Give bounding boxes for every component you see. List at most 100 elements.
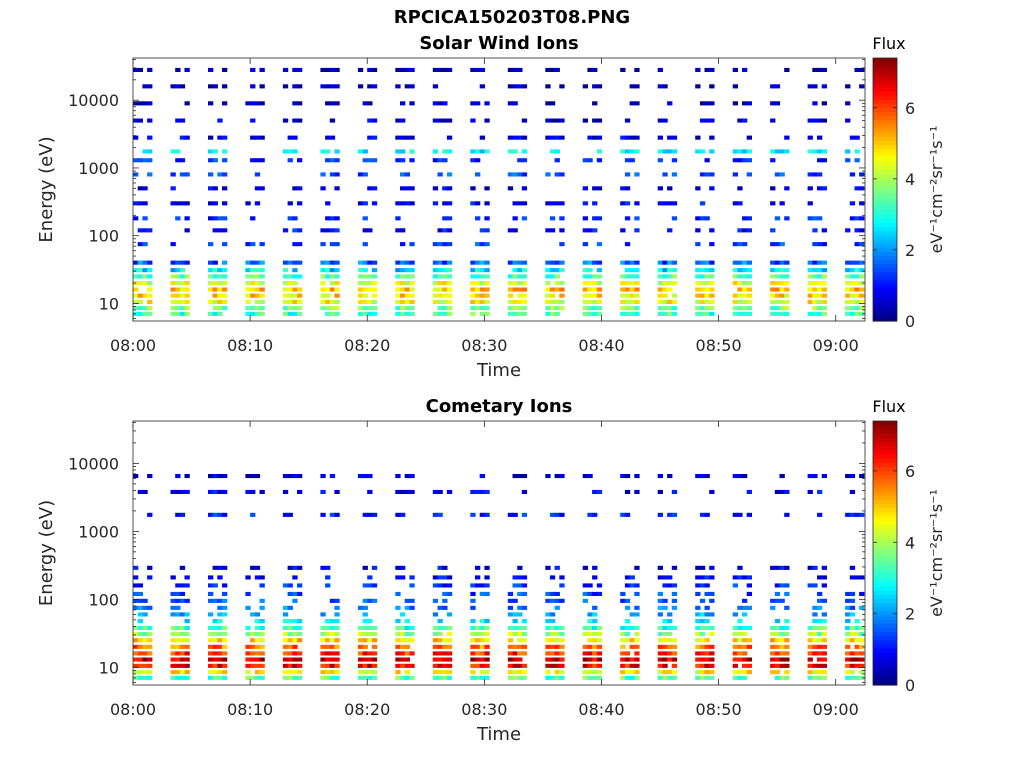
- flux-cell: [442, 657, 448, 662]
- flux-cell: [329, 657, 336, 662]
- flux-cell: [250, 268, 256, 273]
- flux-cell: [517, 657, 523, 662]
- flux-cell: [554, 118, 560, 123]
- flux-cell: [297, 625, 303, 630]
- flux-cell: [596, 84, 603, 89]
- flux-cell: [507, 663, 514, 668]
- colorbar-step: [873, 594, 897, 599]
- flux-cell: [404, 605, 410, 610]
- flux-cell: [371, 268, 378, 273]
- flux-cell: [521, 575, 528, 580]
- flux-cell: [400, 612, 406, 617]
- flux-cell: [357, 281, 364, 286]
- flux-cell: [817, 260, 823, 265]
- flux-cell: [737, 675, 743, 680]
- flux-cell: [807, 293, 813, 298]
- flux-cell: [212, 644, 218, 649]
- flux-cell: [812, 670, 818, 675]
- flux-cell: [329, 287, 336, 292]
- flux-cell: [667, 657, 673, 662]
- flux-cell: [432, 242, 439, 247]
- flux-cell: [175, 260, 181, 265]
- flux-cell: [859, 84, 865, 89]
- flux-cell: [292, 216, 298, 221]
- flux-cell: [821, 644, 827, 649]
- flux-cell: [297, 118, 303, 123]
- flux-cell: [470, 293, 476, 298]
- flux-cell: [667, 474, 673, 479]
- flux-cell: [222, 135, 228, 140]
- flux-cell: [821, 675, 827, 680]
- flux-cell: [859, 268, 865, 273]
- flux-cell: [587, 625, 593, 630]
- flux-cell: [367, 638, 373, 643]
- flux-cell: [774, 625, 781, 630]
- flux-cell: [334, 619, 340, 624]
- flux-cell: [699, 565, 706, 570]
- flux-cell: [217, 612, 223, 617]
- flux-cell: [133, 67, 139, 72]
- flux-cell: [624, 172, 631, 177]
- flux-cell: [329, 644, 336, 649]
- flux-cell: [329, 118, 336, 123]
- flux-cell: [582, 274, 588, 279]
- flux-cell: [737, 260, 743, 265]
- flux-cell: [695, 287, 701, 292]
- flux-cell: [259, 651, 265, 656]
- flux-cell: [704, 651, 710, 656]
- flux-cell: [770, 625, 776, 630]
- flux-cell: [208, 675, 214, 680]
- flux-cell: [400, 101, 406, 106]
- flux-cell: [287, 651, 293, 656]
- flux-cell: [212, 474, 218, 479]
- flux-cell: [282, 638, 289, 643]
- flux-cell: [442, 149, 448, 154]
- flux-cell: [367, 287, 373, 292]
- flux-cell: [699, 583, 706, 588]
- flux-cell: [400, 287, 406, 292]
- colorbar-step: [873, 647, 897, 653]
- flux-cell: [845, 268, 851, 273]
- flux-cell: [470, 619, 476, 624]
- flux-cell: [142, 605, 148, 610]
- flux-cell: [329, 619, 336, 624]
- flux-cell: [437, 311, 443, 316]
- flux-cell: [133, 274, 139, 279]
- flux-cell: [812, 583, 818, 588]
- flux-cell: [484, 670, 490, 675]
- flux-cell: [395, 67, 401, 72]
- flux-cell: [545, 135, 551, 140]
- flux-cell: [624, 663, 631, 668]
- flux-cell: [175, 149, 181, 154]
- flux-cell: [821, 242, 827, 247]
- flux-cell: [320, 281, 326, 286]
- flux-cell: [184, 583, 190, 588]
- flux-cell: [470, 651, 476, 656]
- flux-cell: [582, 84, 588, 89]
- flux-cell: [774, 583, 781, 588]
- flux-cell: [512, 644, 518, 649]
- flux-cell: [554, 274, 560, 279]
- flux-cell: [475, 216, 481, 221]
- colorbar-step: [873, 507, 897, 513]
- flux-cell: [297, 274, 303, 279]
- flux-cell: [662, 149, 668, 154]
- colorbar-step: [873, 482, 897, 488]
- flux-cell: [357, 268, 364, 273]
- flux-cell: [596, 293, 603, 298]
- flux-cell: [297, 619, 303, 624]
- flux-cell: [545, 281, 551, 286]
- flux-cell: [671, 306, 678, 311]
- flux-cell: [179, 311, 186, 316]
- flux-cell: [282, 299, 289, 304]
- flux-cell: [222, 158, 228, 163]
- flux-cell: [657, 591, 663, 596]
- flux-cell: [667, 575, 673, 580]
- flux-cell: [709, 101, 715, 106]
- colorbar-step: [873, 263, 897, 269]
- flux-cell: [812, 644, 818, 649]
- flux-cell: [624, 149, 631, 154]
- flux-cell: [784, 512, 790, 517]
- flux-cell: [521, 84, 528, 89]
- colorbar-step: [873, 90, 897, 96]
